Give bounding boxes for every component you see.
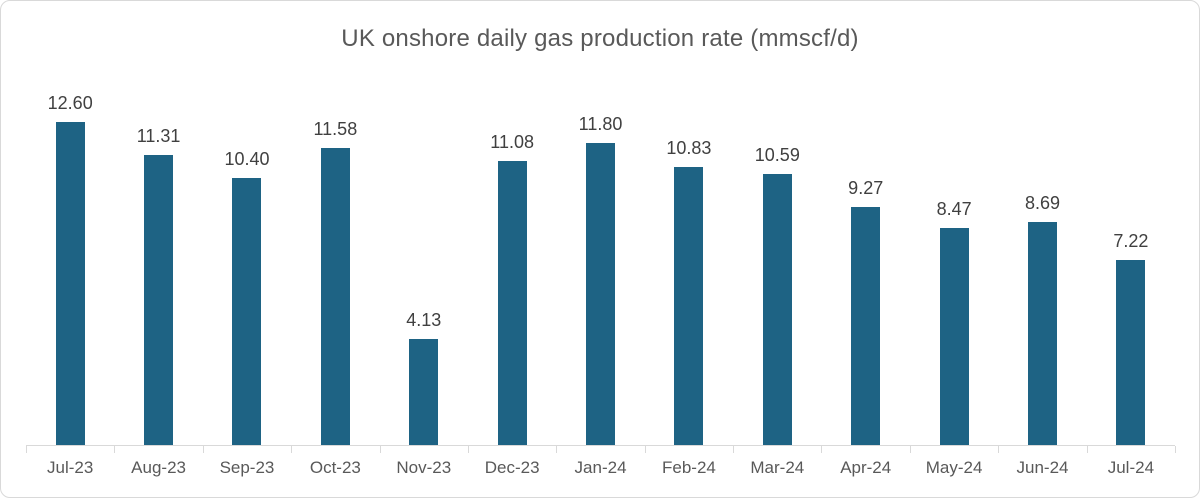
bar-cell: 11.80 [556,81,644,445]
x-axis-label: Jan-24 [574,458,627,477]
bar-value-label: 8.69 [1024,193,1061,213]
bar [232,178,262,445]
bar-cell: 11.31 [114,81,202,445]
axis-tick [291,446,293,453]
bar-cell: 11.58 [291,81,379,445]
bar-value-label: 4.13 [406,310,442,330]
x-axis-label: Oct-23 [309,458,361,477]
bar-value-label: 10.40 [224,149,270,169]
bar-value-label: 11.80 [578,114,623,134]
bar-value-label: 11.08 [490,132,534,152]
x-axis-label: Jul-23 [47,458,94,477]
bar-cell: 10.59 [733,81,821,445]
x-axis-label: Sep-23 [219,458,275,477]
bar-value-label: 10.83 [666,138,712,158]
plot-area: 12.60 11.31 10.40 11.58 4.13 11.08 11.80 10.83 1… [26,81,1175,445]
bar-value-label: 11.31 [136,126,181,146]
bar [1116,260,1146,445]
axis-tick [1086,446,1088,453]
bar [320,148,350,445]
axis-tick [202,446,204,453]
bar-value-label: 10.59 [754,145,800,165]
bar-cell: 11.08 [468,81,556,445]
axis-tick [733,446,735,453]
bar-cell: 8.47 [910,81,998,445]
bar [497,161,527,445]
axis-tick [379,446,381,453]
bar [586,143,616,445]
axis-tick [644,446,646,453]
bar-value-label: 8.47 [936,199,972,219]
bar [144,155,174,445]
bar [674,167,704,445]
bar-cell: 12.60 [26,81,114,445]
bar-value-label: 12.60 [47,93,93,113]
chart-title: UK onshore daily gas production rate (mm… [341,25,859,52]
bar-value-label: 11.58 [313,119,358,139]
axis-tick [821,446,823,453]
x-axis-label: Jun-24 [1016,458,1069,477]
axis-tick [467,446,469,453]
bar [55,122,85,445]
bar-cell: 10.40 [203,81,291,445]
x-axis-label: Dec-23 [484,458,540,477]
bar-value-label: 7.22 [1113,231,1149,251]
bar-cell: 7.22 [1087,81,1175,445]
x-axis-labels: Jul-23 Aug-23 Sep-23 Oct-23 Nov-23 Dec-23 Jan-… [26,458,1175,478]
bar [409,339,439,445]
bar-cell: 9.27 [822,81,910,445]
x-axis-label: May-24 [925,458,983,477]
x-axis-label: Aug-23 [131,458,186,477]
x-axis-label: Mar-24 [750,458,805,477]
x-axis-label: Jul-24 [1107,458,1155,477]
bar [1027,222,1057,445]
bar [762,174,792,445]
x-axis-label: Feb-24 [661,458,716,477]
bar [851,207,881,445]
bar [939,228,969,445]
bar-value-label: 9.27 [848,178,884,198]
bar-cell: 8.69 [998,81,1086,445]
x-axis-label: Nov-23 [396,458,452,477]
x-axis-label: Apr-24 [840,458,892,477]
axis-tick [909,446,911,453]
bar-cell: 4.13 [380,81,468,445]
axis-tick [556,446,558,453]
axis-tick [114,446,116,453]
axis-tick [26,446,27,453]
axis-tick [1175,446,1176,453]
x-axis-line [26,445,1176,453]
bar-cell: 10.83 [645,81,733,445]
axis-tick [998,446,1000,453]
